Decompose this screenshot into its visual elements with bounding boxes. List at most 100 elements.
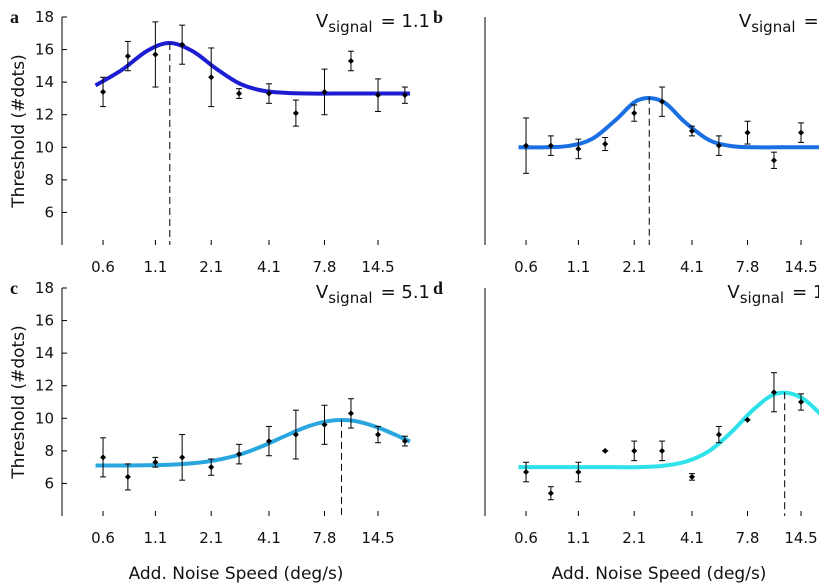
data-point bbox=[347, 410, 354, 417]
x-tick-label: 1.1 bbox=[143, 258, 167, 276]
data-point bbox=[547, 490, 554, 497]
y-tick-label: 12 bbox=[35, 377, 54, 395]
data-point bbox=[124, 473, 131, 480]
x-tick-label: 1.1 bbox=[566, 529, 590, 547]
y-tick-label: 10 bbox=[35, 138, 54, 156]
data-point bbox=[321, 88, 328, 95]
x-tick-label: 4.1 bbox=[257, 529, 281, 547]
data-point bbox=[770, 389, 777, 396]
data-point bbox=[375, 431, 382, 438]
y-tick-label: 10 bbox=[35, 409, 54, 427]
data-point bbox=[152, 459, 159, 466]
x-tick-label: 4.1 bbox=[257, 258, 281, 276]
title-sub: signal bbox=[328, 289, 372, 307]
fit-curve bbox=[518, 390, 819, 470]
data-point bbox=[523, 142, 530, 149]
title-main: V bbox=[727, 282, 740, 303]
data-point bbox=[688, 128, 695, 134]
data-point bbox=[208, 74, 215, 81]
y-tick-label: 12 bbox=[35, 106, 54, 124]
data-point bbox=[523, 469, 530, 476]
x-tick-label: 14.5 bbox=[784, 258, 817, 276]
x-tick-label: 7.8 bbox=[313, 529, 337, 547]
panel-letter: c bbox=[10, 278, 18, 298]
title-sub: signal bbox=[751, 18, 795, 36]
y-tick-label: 16 bbox=[35, 312, 54, 330]
y-tick-label: 16 bbox=[35, 41, 54, 59]
data-point bbox=[602, 447, 609, 454]
x-tick-label: 2.1 bbox=[622, 258, 646, 276]
panel-title: Vsignal = 2.1 bbox=[739, 11, 819, 36]
x-tick-label: 4.1 bbox=[680, 258, 704, 276]
fit-curve bbox=[94, 41, 410, 96]
panel-letter: b bbox=[433, 7, 443, 27]
fit-curve bbox=[518, 96, 819, 150]
data-point bbox=[265, 438, 272, 445]
y-tick-label: 14 bbox=[35, 73, 54, 91]
title-rest: = 2.1 bbox=[804, 11, 819, 32]
data-point bbox=[401, 92, 408, 99]
x-axis-label: Add. Noise Speed (deg/s) bbox=[129, 564, 344, 584]
y-axis-label: Threshold (#dots) bbox=[9, 325, 29, 479]
data-point bbox=[547, 142, 554, 149]
x-tick-label: 4.1 bbox=[680, 529, 704, 547]
panel: a Vsignal = 1.1 6 8 10 12 14 16 18 0.6 1.1 2.1 4.1 7.8… bbox=[9, 7, 430, 276]
title-main: V bbox=[739, 11, 752, 32]
panel: b Vsignal = 2.1 0.6 1.1 2.1 4.1 7.8 14.5 bbox=[433, 7, 819, 276]
fit-curve bbox=[95, 417, 411, 468]
data-point bbox=[347, 57, 354, 64]
data-point bbox=[321, 421, 328, 428]
x-tick-label: 14.5 bbox=[361, 258, 394, 276]
data-point bbox=[265, 90, 272, 97]
data-point bbox=[152, 51, 159, 58]
x-tick-label: 14.5 bbox=[361, 529, 394, 547]
x-tick-label: 2.1 bbox=[622, 529, 646, 547]
title-main: V bbox=[316, 282, 329, 303]
data-point bbox=[179, 454, 186, 461]
x-tick-label: 0.6 bbox=[91, 529, 115, 547]
title-rest: = 1.1 bbox=[381, 11, 430, 32]
data-point bbox=[770, 157, 777, 164]
x-tick-label: 2.1 bbox=[199, 258, 223, 276]
data-point bbox=[292, 431, 299, 438]
y-tick-label: 8 bbox=[44, 442, 54, 460]
data-point bbox=[744, 416, 751, 423]
data-point bbox=[631, 447, 638, 454]
x-tick-label: 7.8 bbox=[736, 258, 760, 276]
y-axis-label: Threshold (#dots) bbox=[9, 54, 29, 208]
x-tick-label: 7.8 bbox=[736, 529, 760, 547]
data-point bbox=[100, 88, 107, 95]
y-tick-label: 6 bbox=[44, 203, 54, 221]
panel-letter: d bbox=[433, 278, 443, 298]
data-point bbox=[208, 464, 215, 471]
data-point bbox=[798, 129, 805, 136]
panel: d Vsignal = 10.6 0.6 1.1 2.1 4.1 7.8 14.5 Add. No… bbox=[433, 278, 819, 584]
panel-title: Vsignal = 10.6 bbox=[727, 282, 819, 307]
x-tick-label: 1.1 bbox=[143, 529, 167, 547]
data-point bbox=[631, 110, 638, 117]
data-point bbox=[575, 469, 582, 476]
x-tick-label: 7.8 bbox=[313, 258, 337, 276]
data-point bbox=[401, 438, 408, 445]
data-point bbox=[659, 98, 666, 105]
x-tick-label: 14.5 bbox=[784, 529, 817, 547]
data-point bbox=[236, 451, 243, 458]
data-point bbox=[575, 145, 582, 152]
data-point bbox=[124, 53, 131, 60]
title-rest: = 10.6 bbox=[792, 282, 819, 303]
x-axis-label: Add. Noise Speed (deg/s) bbox=[552, 564, 767, 584]
data-point bbox=[688, 473, 695, 480]
y-tick-label: 6 bbox=[44, 474, 54, 492]
x-tick-label: 1.1 bbox=[566, 258, 590, 276]
y-tick-label: 18 bbox=[35, 8, 54, 26]
title-sub: signal bbox=[740, 289, 784, 307]
x-tick-label: 0.6 bbox=[514, 258, 538, 276]
panel-title: Vsignal = 1.1 bbox=[316, 11, 430, 36]
data-point bbox=[292, 110, 299, 117]
x-tick-label: 2.1 bbox=[199, 529, 223, 547]
y-tick-label: 18 bbox=[35, 279, 54, 297]
data-point bbox=[744, 129, 751, 136]
data-point bbox=[715, 142, 722, 149]
panel: c Vsignal = 5.1 6 8 10 12 14 16 18 0.6 1.1 2.1 4.1 7.8… bbox=[9, 278, 430, 584]
